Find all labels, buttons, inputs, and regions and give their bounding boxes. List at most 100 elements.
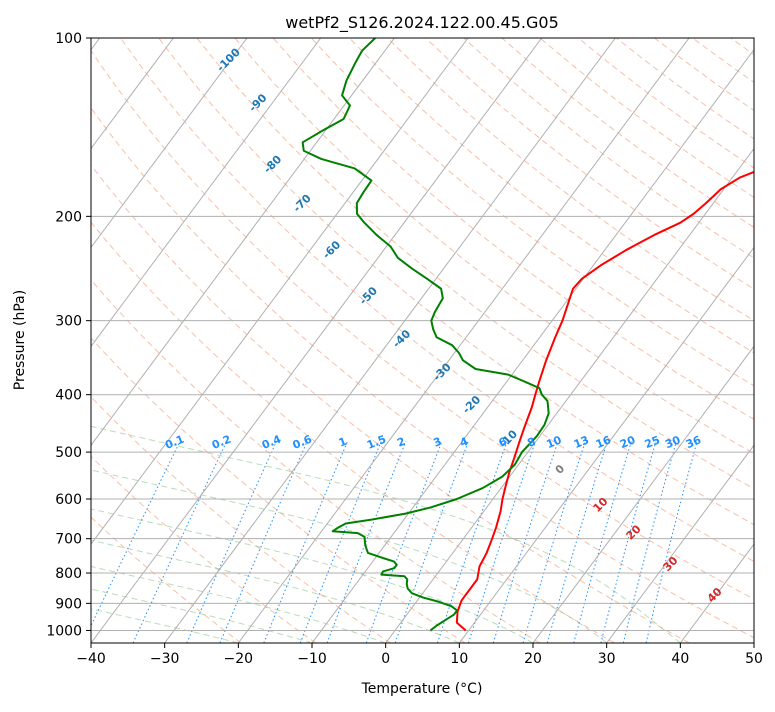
temperature-profile [455,170,754,632]
y-tick-label: 300 [55,314,82,330]
isotherm-line [91,38,322,348]
dry-adiabat-line [577,38,754,169]
x-tick-label: −20 [224,651,254,667]
adiabat-label: 10 [591,495,611,515]
mixing-ratio-line [468,441,536,643]
mixing-ratio-label: 36 [684,433,703,451]
x-tick-label: −30 [150,651,180,667]
dry-adiabat-line [692,38,754,83]
adiabat-label: -70 [291,191,314,214]
isotherm-line [385,147,754,643]
mixing-ratio-line [365,441,443,643]
isotherm-line [91,38,395,447]
mixing-ratio-label: 30 [663,433,682,451]
plot-frame [90,37,755,644]
dry-adiabat-line [501,38,754,229]
dry-adiabat-line [91,455,316,643]
dry-adiabat-line [120,38,754,563]
moist-adiabat-line [91,539,460,643]
isotherm-line [91,38,174,150]
mixing-ratio-label: 0.1 [163,433,186,452]
x-tick-label: 30 [598,651,616,667]
line-labels: -100-90-80-70-60-50-40-30-20-10010203040… [163,45,725,605]
y-tick-label: 800 [55,566,82,582]
mixing-ratio-label: 2 [395,435,407,450]
moist-adiabat-line [91,425,681,643]
y-tick-label: 600 [55,492,82,508]
y-tick-label: 500 [55,445,82,461]
mixing-ratio-label: 20 [618,433,637,451]
y-tick-label: 1000 [46,623,82,639]
mixing-ratio-label: 0.4 [260,432,283,451]
dry-adiabat-line [272,38,754,420]
isotherm-line [91,38,469,545]
isotherm-line [532,345,754,643]
x-tick-label: 20 [524,651,542,667]
mixing-ratio-label: 10 [544,433,563,451]
dry-adiabat-line [91,279,541,643]
mixing-ratio-line [522,441,586,643]
mixing-ratio-line [622,441,677,643]
dry-adiabat-line [91,337,466,643]
mixing-ratio-label: 1 [337,435,349,450]
mixing-ratio-line [132,441,228,643]
y-tick-label: 900 [55,596,82,612]
x-tick-label: 10 [450,651,468,667]
isotherm-line [753,642,754,643]
mixing-ratio-label: 16 [594,433,613,451]
isotherm-line [164,38,616,643]
mixing-ratio-line [299,441,382,643]
dry-adiabat-line [539,38,754,199]
adiabat-label: -40 [390,327,413,350]
mixing-ratio-label: 0.2 [210,433,233,452]
adiabat-label: 20 [624,522,644,542]
adiabat-label: -20 [460,393,483,416]
dry-adiabat-line [349,38,754,354]
dry-adiabat-line [91,49,754,600]
mixing-ratio-line [645,441,698,643]
dry-adiabat-line [654,38,754,112]
x-tick-label: 0 [381,651,390,667]
dewpoint-profile [301,38,550,632]
mixing-ratio-label: 8 [525,435,537,450]
mixing-ratio-label: 25 [643,433,662,451]
isotherm-line [91,38,543,643]
y-tick-label: 400 [55,388,82,404]
mixing-ratio-label: 0.6 [291,432,314,451]
axes: −40 −30 −20 −10 0 10 20 30 40 5010020030040050060… [46,31,763,667]
adiabat-label: 0 [553,462,568,477]
isotherm-line [606,444,754,643]
isotherm-line [458,246,754,643]
adiabat-label: -60 [320,238,343,261]
dry-adiabat-line [769,38,775,643]
mixing-ratio-label: 3 [432,435,444,450]
mixing-ratio-line [219,441,308,643]
dry-adiabat-line [234,38,754,455]
dry-adiabat-line [91,396,391,643]
dry-adiabat-line [310,38,754,387]
dry-adiabat-line [730,38,754,56]
mixing-ratio-label: 4 [458,435,470,450]
mixing-ratio-line [573,441,632,643]
moist-adiabat-line [91,588,313,643]
dry-adiabat-line [463,38,754,259]
mixing-ratio-line [492,441,559,643]
moist-adiabat-line [91,608,239,643]
dry-adiabat-line [91,221,615,643]
y-tick-label: 200 [55,209,82,225]
mixing-ratio-label: 13 [572,433,591,451]
mixing-ratio-line [186,441,277,643]
plot-area [91,38,775,643]
mixing-ratio-line [394,441,469,643]
x-tick-label: −10 [297,651,327,667]
adiabat-label: -50 [357,284,380,307]
moist-adiabat-line [91,508,534,643]
mixing-ratio-line [600,441,657,643]
dry-adiabat-line [91,164,690,643]
dry-adiabat-line [387,38,754,322]
x-tick-label: 50 [745,651,763,667]
adiabat-label: -80 [261,152,284,175]
mixing-ratio-line [263,441,348,643]
